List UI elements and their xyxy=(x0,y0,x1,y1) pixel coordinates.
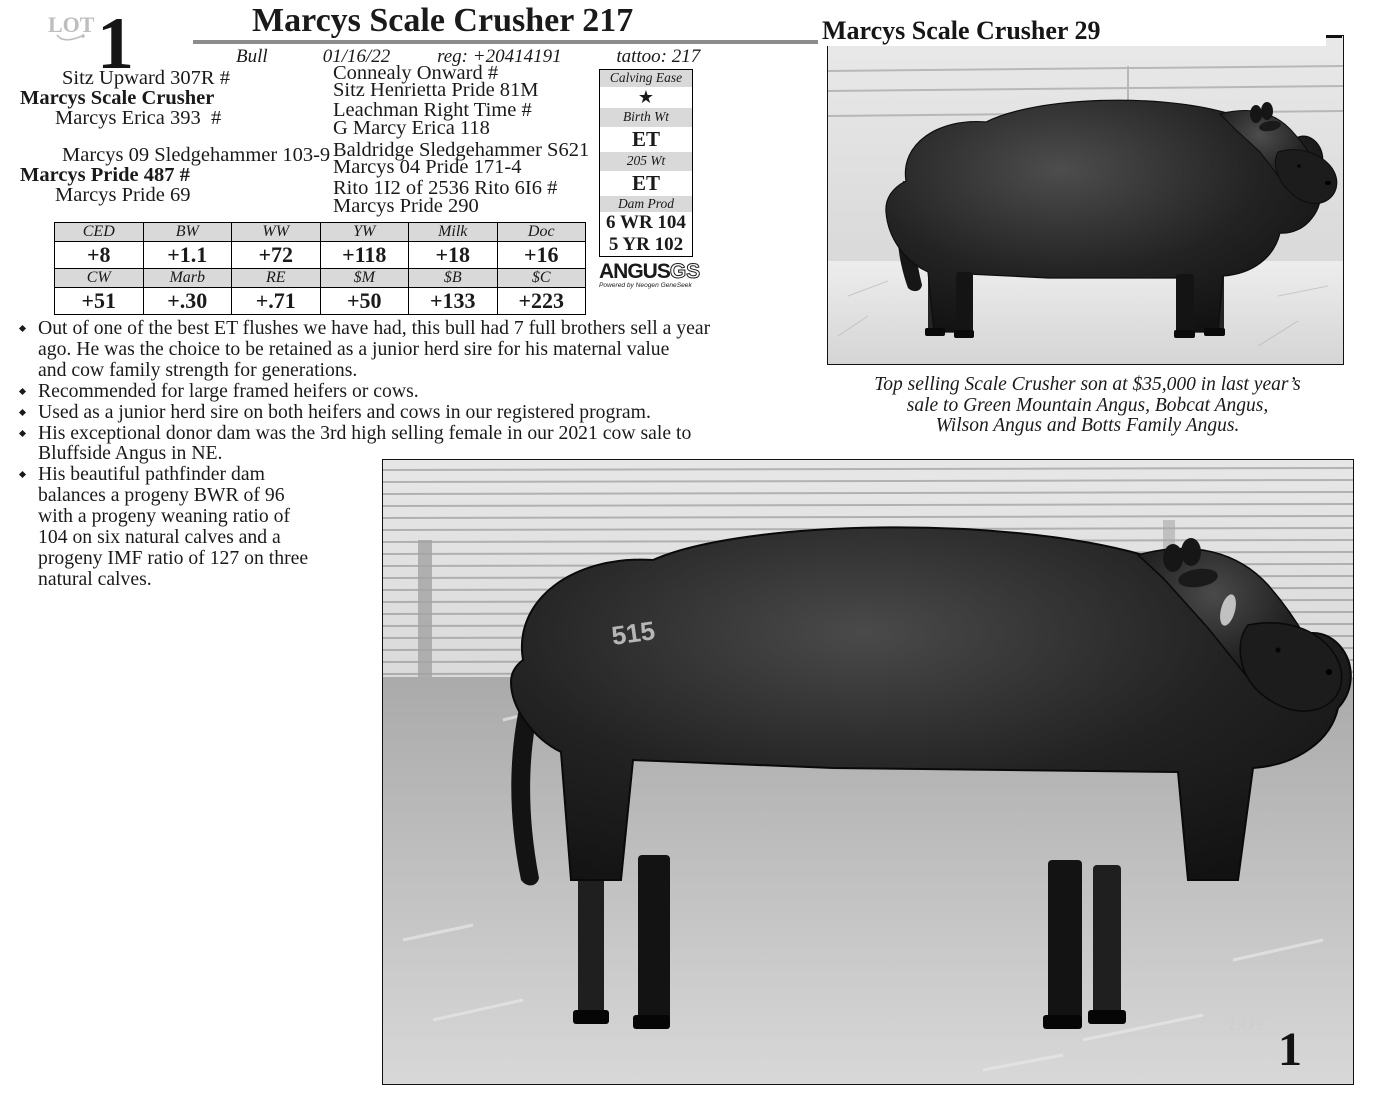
svg-text:LOT: LOT xyxy=(1227,1013,1268,1035)
svg-text:LOT: LOT xyxy=(48,12,95,37)
svg-text:515: 515 xyxy=(610,615,657,651)
svg-text:1: 1 xyxy=(1278,1023,1302,1076)
